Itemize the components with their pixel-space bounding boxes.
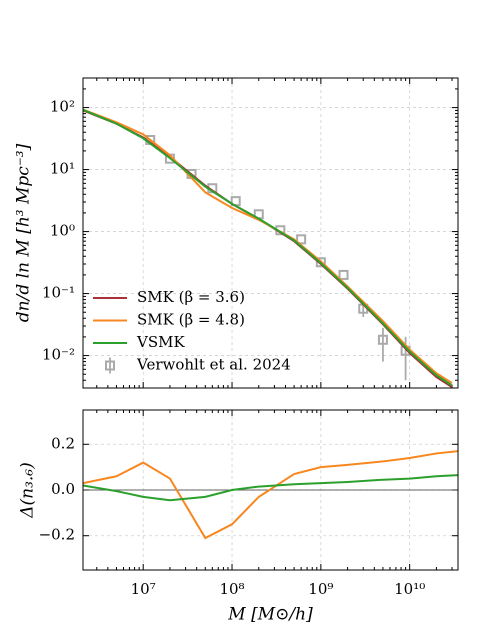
data-point xyxy=(315,257,326,268)
plot-area xyxy=(83,450,458,540)
data-point xyxy=(296,234,307,245)
plot-frame xyxy=(82,77,459,389)
series-line xyxy=(83,474,458,502)
legend-swatch xyxy=(105,360,115,371)
legend-label: Verwohlt et al. 2024 xyxy=(136,356,291,374)
y-tick-label: 10⁰ xyxy=(50,222,75,240)
x-tick-label: 10⁹ xyxy=(308,580,333,598)
legend-label: VSMK xyxy=(136,333,185,351)
y-axis-label: Δ(n₃.₆) xyxy=(18,462,38,519)
plot-area xyxy=(83,108,453,388)
x-axis-label: M [M⊙/h] xyxy=(227,605,313,625)
series-line xyxy=(83,450,458,540)
x-tick-label: 10¹⁰ xyxy=(394,580,425,598)
data-point xyxy=(377,334,388,345)
legend-label: SMK (β = 4.8) xyxy=(137,311,245,329)
series-line xyxy=(83,108,453,387)
y-tick-label: 10⁻¹ xyxy=(42,284,75,302)
y-tick-label: 10² xyxy=(50,98,75,116)
y-tick-label: 0.2 xyxy=(51,434,75,452)
y-tick-label: 10¹ xyxy=(50,160,75,178)
plot-frame xyxy=(82,409,459,571)
y-tick-label: 0.0 xyxy=(51,480,75,498)
y-tick-label: −0.2 xyxy=(39,526,75,544)
x-tick-label: 10⁷ xyxy=(131,580,156,598)
y-axis-label: dn/d ln M [h³ Mpc⁻³] xyxy=(14,143,34,322)
y-tick-label: 10⁻² xyxy=(42,346,75,364)
x-tick-label: 10⁸ xyxy=(219,580,244,598)
data-point xyxy=(338,269,349,280)
legend-label: SMK (β = 3.6) xyxy=(137,288,245,306)
